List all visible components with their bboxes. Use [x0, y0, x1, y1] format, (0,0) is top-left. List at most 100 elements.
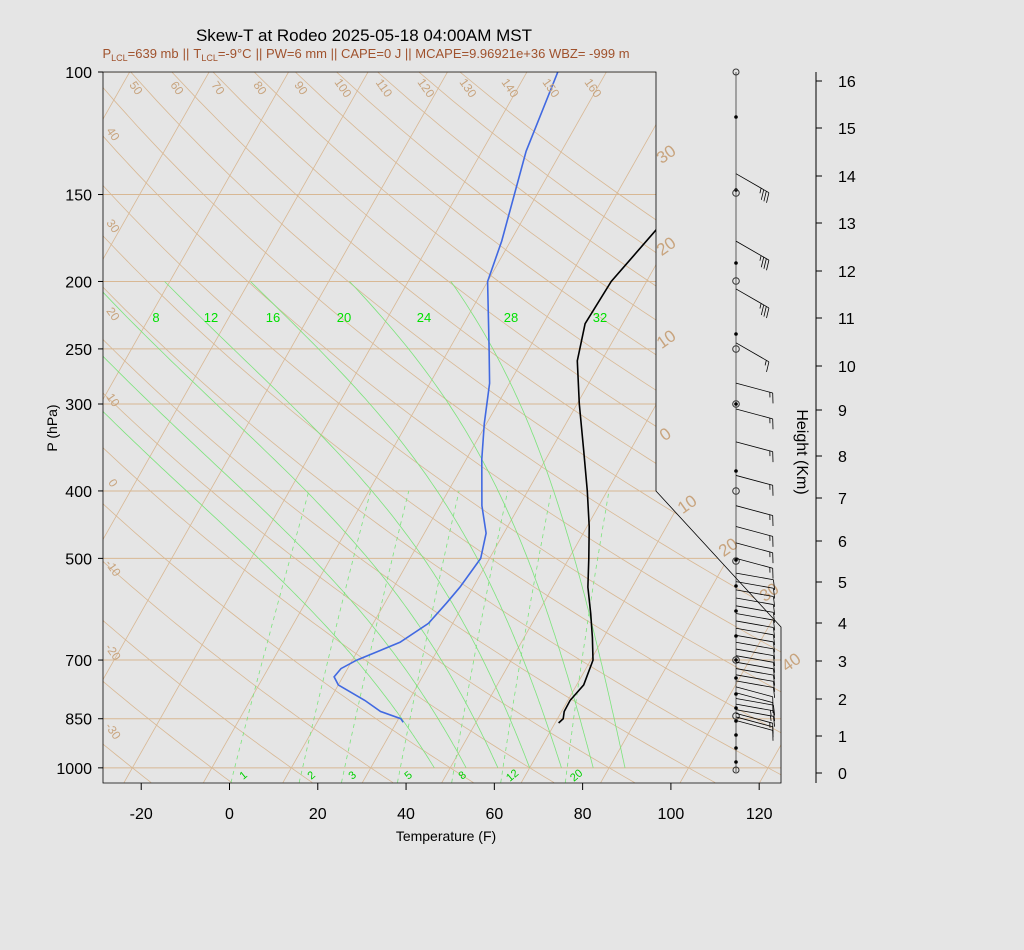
wind-barb-flag	[763, 306, 767, 317]
wind-barb-shaft	[735, 716, 773, 728]
dry-adiabat-line	[103, 72, 152, 783]
wind-barb-shaft	[735, 572, 774, 581]
y-tick-label: 200	[65, 274, 92, 291]
isotherm-label-right: 30	[756, 579, 782, 605]
y-tick-label: 400	[65, 484, 92, 501]
wind-barb-shaft	[735, 589, 774, 597]
height-tick-label: 8	[838, 449, 847, 466]
isotherm-line	[282, 72, 695, 783]
mixing-ratio-line	[341, 490, 410, 783]
level-dot	[734, 676, 738, 680]
level-dot	[734, 658, 738, 662]
level-dot	[734, 609, 738, 613]
mixing-ratio-line	[564, 490, 610, 783]
wind-barb-shaft	[735, 542, 773, 554]
level-dot	[734, 584, 738, 588]
wind-barb-shaft	[735, 674, 774, 682]
wind-barb	[735, 641, 776, 660]
mixing-ratio-label: 5	[402, 769, 414, 782]
wind-barb	[735, 288, 770, 319]
mixing-ratio-line	[451, 490, 509, 783]
wind-barb-shaft	[735, 581, 774, 589]
isotherm-line	[441, 72, 781, 783]
isotherm-label-top: 80	[250, 79, 269, 98]
mixing-ratio-label: 8	[456, 769, 468, 782]
wind-barb-flag	[773, 668, 776, 680]
wind-barb-shaft	[735, 173, 770, 194]
level-circle	[732, 557, 740, 565]
p-lcl-subscript: LCL	[111, 53, 128, 63]
wind-barb-half-flag	[759, 255, 762, 261]
moist-adiabat-label: 24	[417, 310, 431, 325]
height-tick-label: 16	[838, 74, 856, 91]
wind-barb-shaft	[735, 655, 774, 663]
wind-barb-flag	[773, 705, 776, 716]
y-tick-label: 850	[65, 712, 92, 729]
wind-barb-flag	[763, 258, 767, 269]
wind-barb-flag	[773, 604, 776, 615]
mixing-ratio-label: 2	[305, 769, 317, 782]
wind-barb-shaft	[735, 408, 773, 420]
isotherm-line	[520, 72, 781, 783]
wind-barb	[735, 581, 776, 599]
t-lcl-prefix: T	[193, 46, 201, 61]
level-dot	[734, 733, 738, 737]
isotherm-line	[203, 72, 616, 783]
isotherm-line	[103, 72, 298, 783]
isotherm-label-left: -30	[102, 720, 124, 743]
isotherm-line	[103, 72, 378, 783]
staff-top-circle	[732, 68, 740, 76]
wind-barb-shaft	[735, 288, 770, 309]
isotherm-label-right: 20	[715, 534, 741, 560]
dry-adiabat-line	[103, 72, 394, 783]
isotherm-label-top: 70	[208, 79, 227, 98]
y-tick-label: 250	[65, 342, 92, 359]
height-tick-label: 3	[838, 654, 847, 671]
wind-barb	[735, 709, 776, 727]
chart-labels: 50 60 70 80 90 100 110 120 130 140 150 160403020100…	[102, 76, 804, 785]
y-tick-label: 700	[65, 653, 92, 670]
wind-barb	[735, 589, 776, 607]
isotherm-label-top: 120	[415, 76, 438, 101]
moist-adiabat-line	[250, 281, 562, 768]
wind-barb	[735, 720, 774, 741]
dry-adiabat-line	[103, 72, 232, 783]
y-axis-label: P (hPa)	[44, 404, 60, 451]
x-tick-label: 40	[397, 806, 415, 823]
x-tick-label: 20	[309, 806, 327, 823]
t-lcl-subscript: LCL	[201, 53, 218, 63]
wind-barb-flag	[773, 716, 776, 727]
dry-adiabat-line	[171, 72, 781, 783]
wind-barb-half-flag	[759, 188, 762, 194]
level-circle	[732, 345, 740, 353]
wind-barb	[735, 605, 776, 623]
moist-adiabat-label: 28	[504, 310, 518, 325]
dry-adiabat-line	[103, 72, 474, 783]
dry-adiabat-line	[253, 72, 781, 783]
isotherm-label-top: 100	[332, 76, 355, 101]
isotherm-label-left: -10	[102, 557, 124, 580]
wind-barb-shaft	[735, 240, 770, 261]
wind-barb	[735, 703, 776, 722]
wind-barb	[735, 240, 770, 271]
y-tick-label: 150	[65, 188, 92, 205]
p-lcl-prefix: P	[102, 46, 111, 61]
height-tick-label: 9	[838, 403, 847, 420]
isotherm-label-left: 40	[103, 125, 122, 144]
level-circle	[732, 712, 740, 720]
dry-adiabat-line	[103, 72, 781, 783]
wind-barb	[735, 620, 776, 638]
isotherm-label-top: 60	[167, 79, 186, 98]
moist-adiabat-line	[349, 281, 594, 768]
wind-barb-half-flag	[770, 710, 772, 716]
p-lcl-value: =639 mb	[128, 46, 179, 61]
level-dot	[734, 760, 738, 764]
wind-barb	[735, 613, 776, 631]
wind-barb-flag	[773, 627, 776, 638]
isotherm-label-right: 10	[653, 326, 679, 352]
dry-adiabat-line	[103, 72, 555, 783]
wind-barb-shaft	[735, 712, 773, 724]
isotherm-label-right: 30	[653, 141, 679, 167]
wind-barb-shaft	[735, 597, 774, 605]
height-tick-label: 4	[838, 616, 847, 633]
